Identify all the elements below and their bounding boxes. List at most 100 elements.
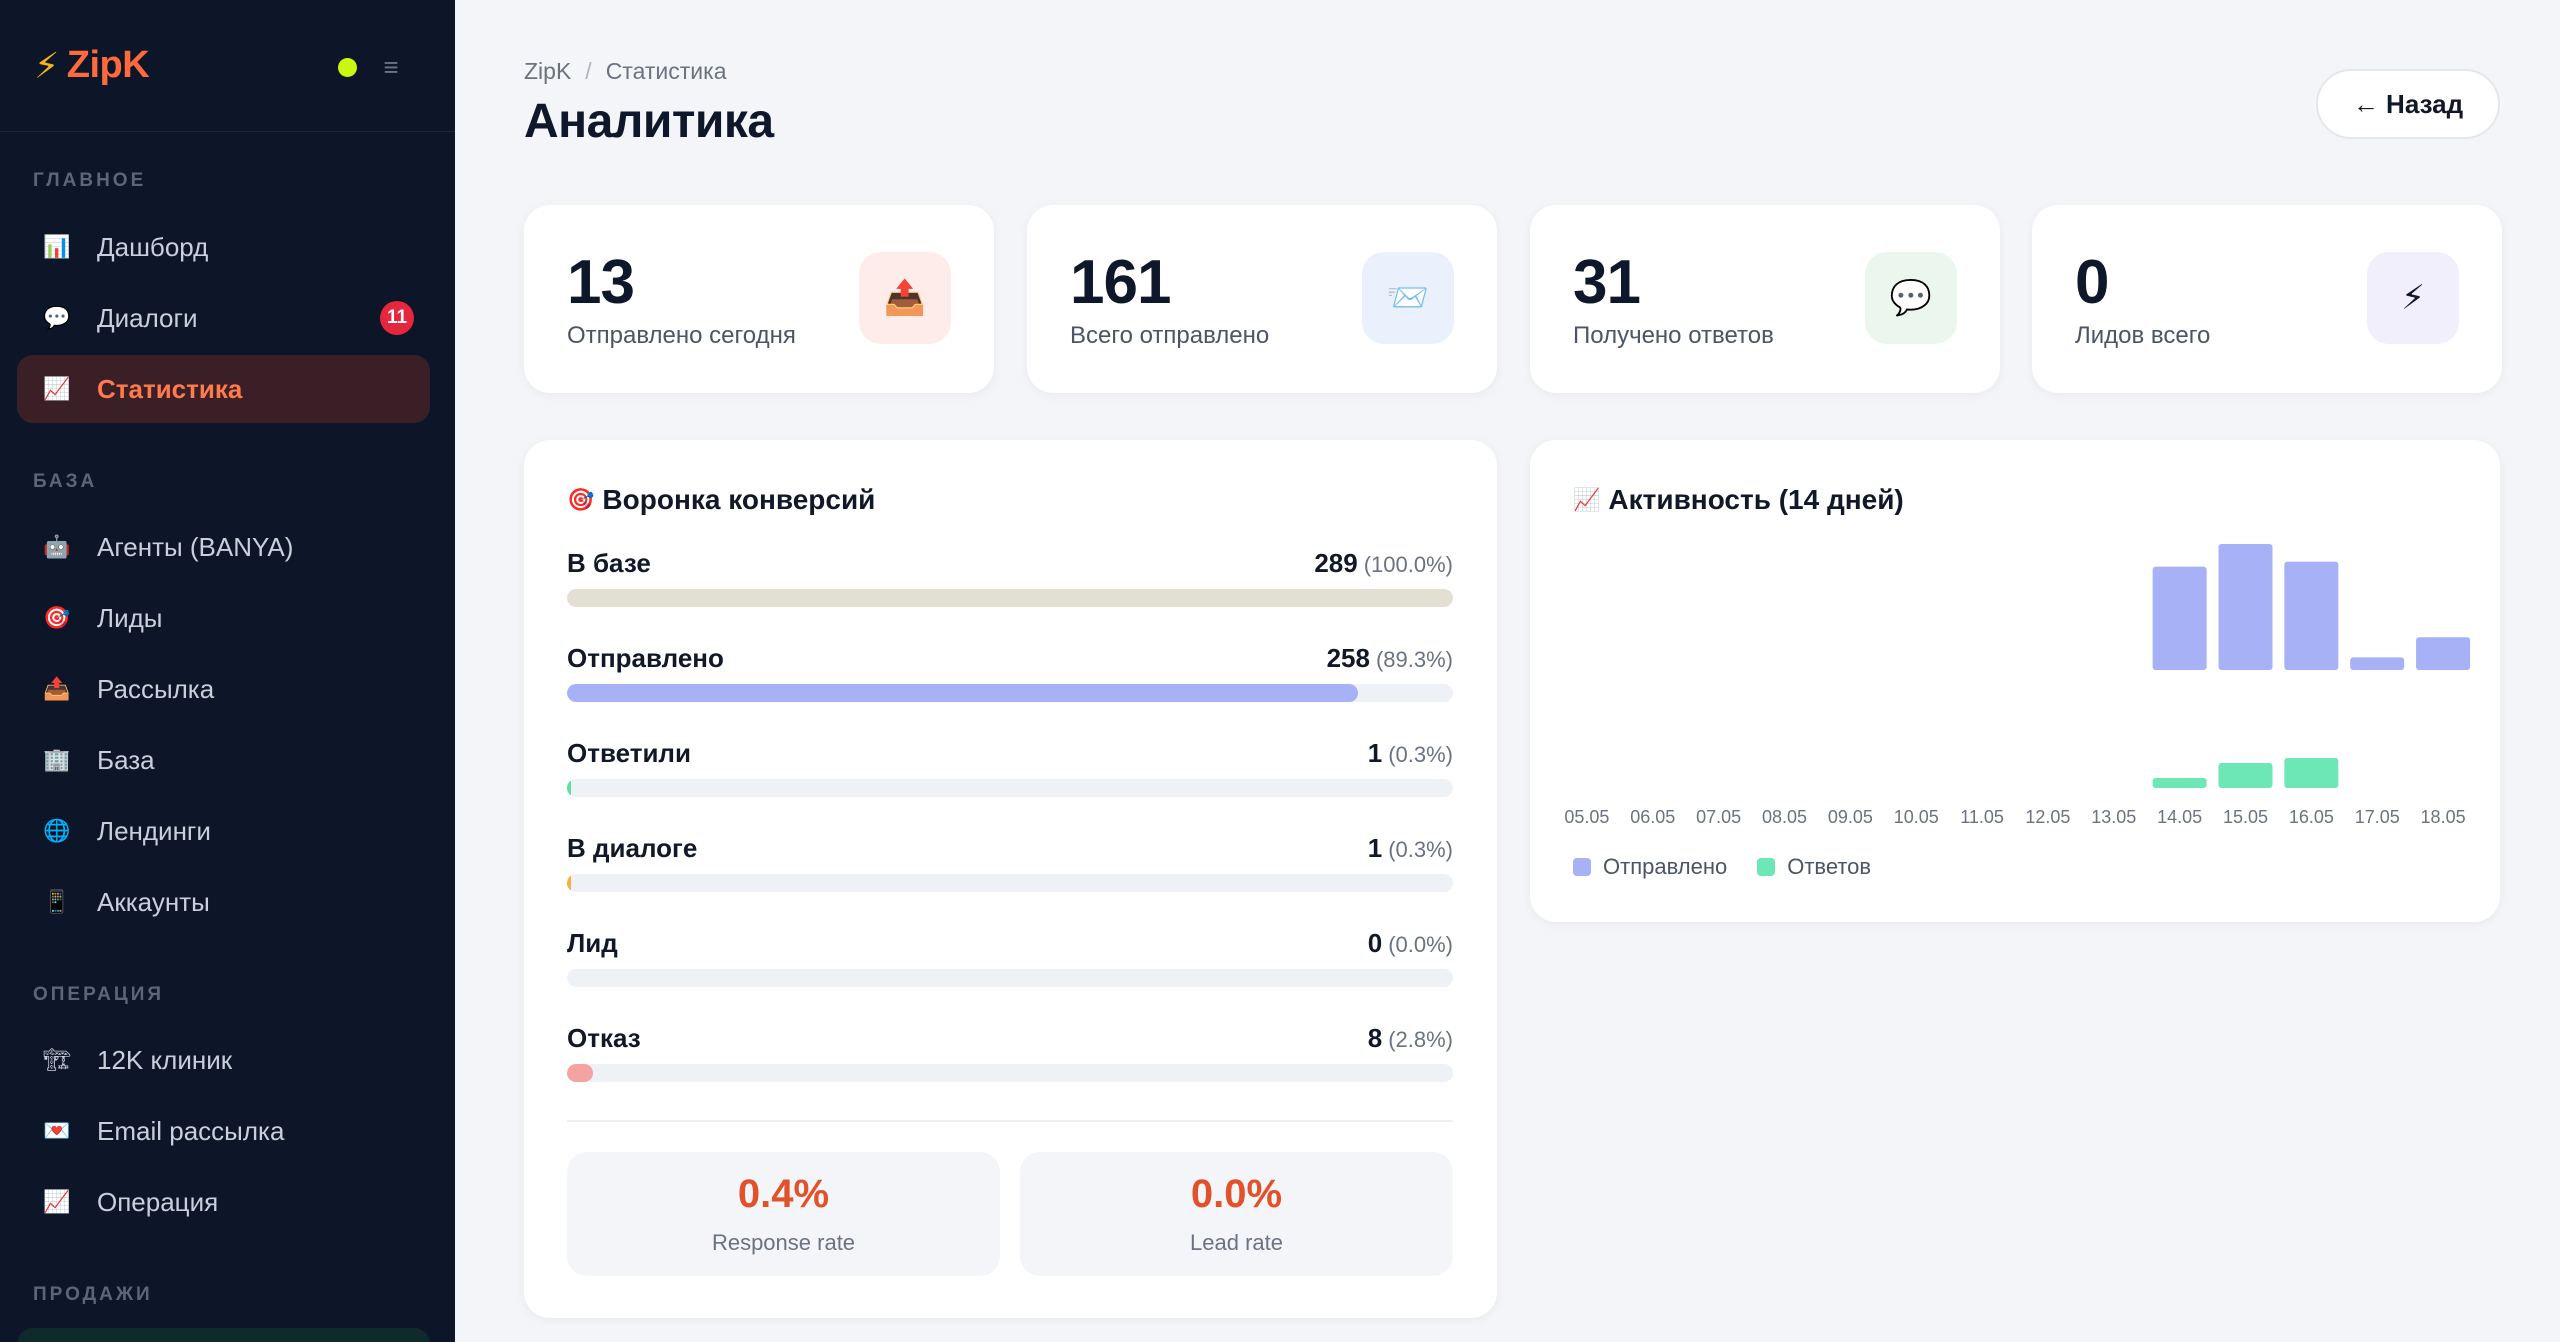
outbox-icon: 📤 [859,252,951,344]
stat-card-sent-today: 13 Отправлено сегодня 📤 [524,205,994,393]
legend-label: Ответов [1787,854,1872,879]
x-tick-label: 09.05 [1828,807,1873,827]
funnel-progress-track [567,684,1453,702]
sidebar-item-label: Лендинги [97,815,211,846]
back-button[interactable]: ← Назад [2316,69,2500,139]
sidebar-item-sales-first[interactable] [17,1328,430,1342]
funnel-stage-count: 1 (0.3%) [1368,833,1453,864]
x-tick-label: 13.05 [2091,807,2136,827]
funnel-progress-track [567,589,1453,607]
funnel-stage-label: Лид [567,928,618,958]
funnel-row: В базе 289 (100.0%) [567,548,1453,618]
activity-title-text: Активность (14 дней) [1608,484,1904,515]
divider [567,1120,1453,1122]
response-rate-card: 0.4% Response rate [567,1152,1000,1276]
sidebar-item-leads[interactable]: 🎯 Лиды [17,584,430,652]
response-rate-value: 0.4% [737,1172,830,1216]
breadcrumb-home-link[interactable]: ZipK [524,58,572,84]
sidebar-item-dialogs[interactable]: 💬 Диалоги 11 [17,284,430,352]
sidebar-item-mailing[interactable]: 📤 Рассылка [17,655,430,723]
logo[interactable]: ⚡ ZipK [34,44,150,87]
funnel-progress-fill [567,684,1359,702]
funnel-stage-count: 1 (0.3%) [1368,738,1453,769]
legend-swatch [1573,858,1591,876]
sidebar-item-label: 12K клиник [97,1044,233,1075]
funnel-title: 🎯 Воронка конверсий [567,484,875,516]
bar-sent-15.05[interactable] [2218,544,2273,670]
sidebar-item-dashboard[interactable]: 📊 Дашборд [17,213,430,281]
bar-sent-14.05[interactable] [2152,566,2207,670]
bar-sent-18.05[interactable] [2416,637,2471,670]
funnel-count-value: 0 [1367,928,1383,958]
sidebar-item-operation[interactable]: 📈 Операция [17,1168,430,1236]
funnel-progress-fill [567,874,571,892]
funnel-count-percent: (0.3%) [1388,742,1453,767]
conversion-funnel-panel: 🎯 Воронка конверсий В базе 289 (100.0%) Отп… [524,440,1497,1318]
x-tick-label: 05.05 [1564,807,1609,827]
construction-icon: 🏗 [43,1047,71,1072]
sidebar-item-clinics[interactable]: 🏗 12K клиник [17,1026,430,1094]
funnel-progress-fill [567,779,571,797]
globe-icon: 🌐 [43,818,71,843]
stat-label: Получено ответов [1573,322,1774,349]
online-status-indicator [338,58,357,77]
funnel-stage-label: Отказ [567,1023,641,1053]
funnel-count-percent: (2.8%) [1388,1027,1453,1052]
logo-text: ZipK [66,44,150,86]
sidebar-item-base[interactable]: 🏢 База [17,726,430,794]
hamburger-menu-icon[interactable]: ≡ [383,52,399,82]
trend-chart-icon: 📈 [43,1189,71,1214]
stat-value: 31 [1573,248,1641,317]
sidebar-item-email-mailing[interactable]: 💌 Email рассылка [17,1097,430,1165]
x-tick-label: 15.05 [2223,807,2268,827]
funnel-count-value: 1 [1367,833,1383,863]
breadcrumb: ZipK / Статистика [524,58,726,85]
bar-sent-17.05[interactable] [2350,657,2405,670]
sidebar-item-statistics[interactable]: 📈 Статистика [17,355,430,423]
sidebar-item-label: Диалоги [97,302,198,333]
lead-rate-label: Lead rate [1190,1230,1283,1255]
activity-bar-chart: 05.05 06.05 07.05 08.05 09.05 10.05 11.05 12.05… [1564,544,2471,827]
stat-card-replies-received: 31 Получено ответов 💬 [1530,205,2000,393]
x-tick-label: 17.05 [2355,807,2400,827]
section-base-heading: БАЗА [33,471,98,492]
x-tick-label: 10.05 [1894,807,1939,827]
stat-label: Отправлено сегодня [567,322,796,349]
sidebar-item-accounts[interactable]: 📱 Аккаунты [17,868,430,936]
activity-chart-panel: 📈 Активность (14 дней) 05.05 06.05 07.05 08… [1530,440,2500,922]
bar-sent-16.05[interactable] [2284,561,2339,670]
funnel-progress-fill [567,589,1453,607]
outbox-icon: 📤 [43,676,71,701]
funnel-progress-track [567,969,1453,987]
funnel-progress-track [567,779,1453,797]
target-icon: 🎯 [43,605,71,630]
breadcrumb-separator: / [585,58,592,84]
sidebar-item-agents[interactable]: 🤖 Агенты (BANYA) [17,513,430,581]
bar-replies-14.05[interactable] [2152,778,2207,788]
sidebar-item-landings[interactable]: 🌐 Лендинги [17,797,430,865]
funnel-progress-track [567,874,1453,892]
sidebar-item-label: Рассылка [97,673,215,704]
bar-replies-16.05[interactable] [2284,758,2339,788]
lead-rate-card: 0.0% Lead rate [1020,1152,1453,1276]
sidebar-item-label: Статистика [97,373,243,404]
incoming-envelope-icon: 📨 [1362,252,1454,344]
x-tick-label: 14.05 [2157,807,2202,827]
legend-swatch [1757,858,1776,876]
funnel-count-percent: (0.3%) [1388,837,1453,862]
stat-label: Всего отправлено [1070,322,1270,349]
x-tick-label: 16.05 [2289,807,2334,827]
funnel-count-value: 8 [1367,1023,1383,1053]
chart-legend: Отправлено Ответов [1573,854,1871,880]
bar-replies-15.05[interactable] [2218,763,2273,788]
funnel-count-percent: (89.3%) [1375,647,1453,672]
speech-bubble-icon: 💬 [43,305,71,330]
section-operation-heading: ОПЕРАЦИЯ [33,984,165,1005]
sidebar-item-label: Агенты (BANYA) [97,531,294,562]
x-tick-label: 07.05 [1696,807,1741,827]
section-main-heading: ГЛАВНОЕ [33,170,147,191]
sidebar-header: ⚡ ZipK ≡ [0,0,455,132]
x-tick-label: 12.05 [2025,807,2070,827]
page-title: Аналитика [524,95,774,148]
stat-card-total-leads: 0 Лидов всего ⚡ [2032,205,2502,393]
